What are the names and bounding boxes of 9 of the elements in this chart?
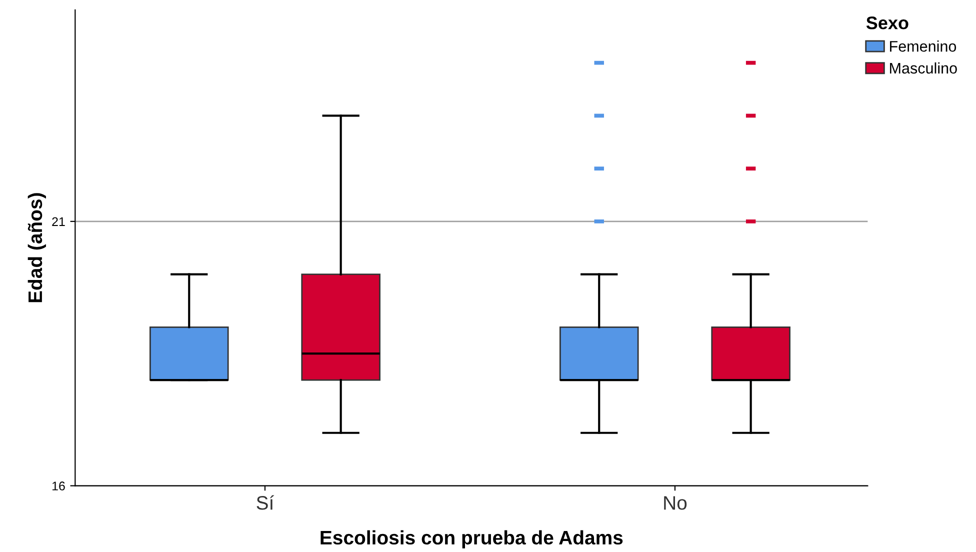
y-tick-label: 16 — [52, 482, 65, 490]
x-axis-title: Escoliosis con prueba de Adams — [320, 530, 623, 548]
y-axis-title: Edad (años) — [28, 193, 46, 302]
legend-label: Femenino — [890, 40, 956, 52]
legend-label: Masculino — [890, 62, 957, 74]
x-tick-label: Sí — [256, 495, 274, 510]
x-tick-label: No — [664, 496, 687, 510]
y-tick-label: 21 — [52, 217, 65, 226]
legend-title: Sexo — [866, 16, 908, 30]
